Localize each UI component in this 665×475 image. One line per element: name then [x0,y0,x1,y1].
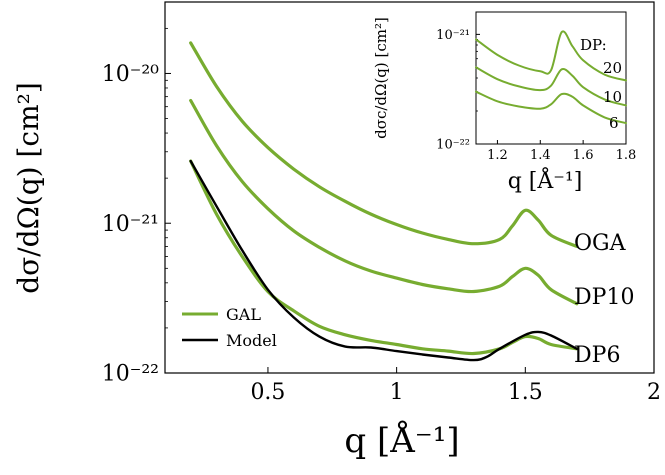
x-tick-label: 1.8 [616,148,637,163]
inset-plot-frame [475,11,627,145]
legend-label-model: Model [226,331,277,350]
series-label-oga: OGA [574,231,627,256]
inset-x-label-text: q [Å⁻¹] [508,166,583,194]
series-line-dp10 [189,98,579,306]
y-tick-label: 10⁻²¹ [102,212,159,237]
inset-series-label-20: 20 [603,59,622,77]
inset-y-axis-label: dσc/dΩ(q) [cm²] [372,17,390,139]
y-tick-label: 10⁻²² [436,138,470,153]
series-line-dp6 [189,159,579,356]
inset-axis-ticks: 1.2 1.4 1.6 1.8 10⁻²² 10⁻²¹ [436,28,636,163]
main-plot-frame [164,1,655,374]
inset-series-group [475,30,627,125]
main-series-group [189,41,579,362]
inset-series-label-6: 6 [609,114,619,132]
y-tick-label: 10⁻²² [102,362,159,387]
x-tick-label: 1 [390,380,404,405]
y-tick-label: 10⁻²¹ [436,28,470,43]
series-line-6 [475,90,627,125]
series-label-dp10: DP10 [574,285,634,310]
inset-y-label-text: dσc/dΩ(q) [cm²] [372,17,390,139]
inset-chart: 1.2 1.4 1.6 1.8 10⁻²² 10⁻²¹ DP: 20 10 6 q [Å⁻… [372,11,636,194]
series-line-model [189,159,578,362]
legend-label-gal: GAL [226,305,261,324]
x-tick-label: 1.6 [573,148,594,163]
main-y-label-text: dσ/dΩ(q) [cm²] [12,82,45,294]
series-line-20 [475,30,627,82]
main-axis-ticks: 0.5 1 1.5 2 10⁻²² 10⁻²¹ 10⁻²⁰ [102,1,661,405]
x-tick-label: 1.4 [530,148,551,163]
y-tick-label: 10⁻²⁰ [102,62,159,87]
series-label-dp6: DP6 [574,343,620,368]
series-line-oga [189,41,579,248]
main-x-axis-label: q [Å⁻¹] [344,420,459,461]
legend: GAL Model [182,305,277,350]
main-y-axis-label: dσ/dΩ(q) [cm²] [12,82,45,294]
main-x-label-text: q [Å⁻¹] [344,420,459,461]
x-tick-label: 2 [647,380,661,405]
x-tick-label: 0.5 [250,380,285,405]
inset-legend-title: DP: [580,36,607,54]
x-tick-label: 1.5 [508,380,543,405]
inset-series-label-10: 10 [603,88,622,106]
series-line-10 [475,66,627,107]
x-tick-label: 1.2 [487,148,508,163]
